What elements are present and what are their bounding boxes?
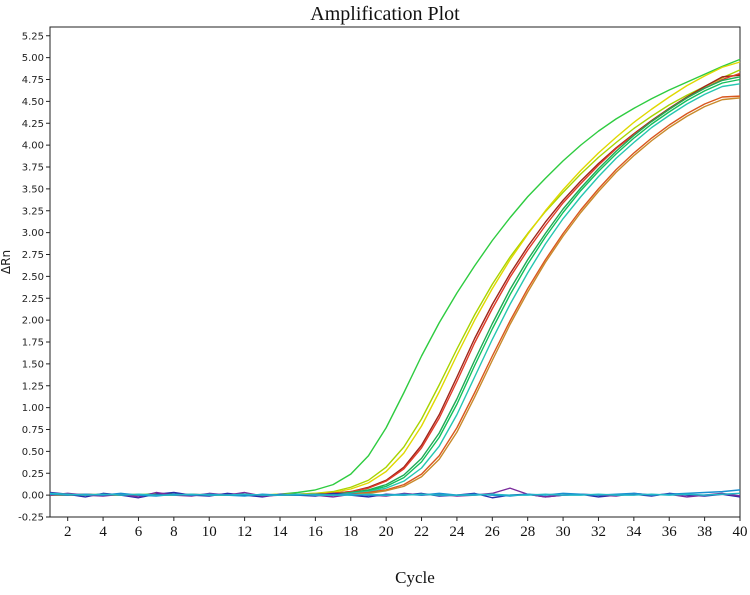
- y-tick-label: 5.25: [22, 31, 44, 42]
- x-tick-label: 38: [697, 524, 712, 540]
- x-tick-label: 36: [662, 524, 678, 540]
- y-tick-label: 0.00: [22, 491, 44, 502]
- x-tick-label: 12: [237, 524, 252, 540]
- y-tick-label: 1.75: [22, 338, 44, 349]
- y-tick-label: 4.50: [22, 97, 44, 108]
- y-tick-label: 4.75: [22, 75, 44, 86]
- y-tick-label: 4.00: [22, 141, 44, 152]
- x-tick-label: 20: [379, 524, 394, 540]
- x-tick-label: 24: [449, 524, 465, 540]
- x-tick-label: 16: [308, 524, 324, 540]
- y-tick-label: 1.00: [22, 403, 44, 414]
- series-layer: [49, 58, 741, 499]
- y-tick-label: 0.75: [22, 425, 44, 436]
- x-axis-ticks: 2 4 6 8 10 12 14 16 18 20 22 24 26 28 30 32 34 36 38 40: [64, 517, 748, 540]
- y-tick-label: 3.00: [22, 228, 44, 239]
- y-axis-ticks: -0.25 0.00 0.25 0.50 0.75 1.00 1.25 1.50 1.75 2.0…: [18, 31, 50, 524]
- x-tick-label: 26: [485, 524, 501, 540]
- y-tick-label: -0.25: [18, 513, 44, 524]
- x-tick-label: 10: [202, 524, 217, 540]
- x-tick-label: 2: [64, 524, 72, 540]
- plot-area-frame: [49, 26, 741, 518]
- y-tick-label: 3.50: [22, 184, 44, 195]
- x-tick-label: 18: [343, 524, 358, 540]
- x-axis-label: Cycle: [395, 568, 435, 587]
- y-tick-label: 2.50: [22, 272, 44, 283]
- y-tick-label: 2.75: [22, 250, 44, 261]
- x-tick-label: 4: [99, 524, 107, 540]
- y-tick-label: 2.25: [22, 294, 44, 305]
- y-tick-label: 4.25: [22, 119, 44, 130]
- y-tick-label: 1.25: [22, 381, 44, 392]
- y-axis-label: ΔRn: [0, 250, 13, 274]
- x-tick-label: 8: [170, 524, 178, 540]
- y-tick-label: 0.50: [22, 447, 44, 458]
- series-line-14: [49, 492, 741, 496]
- x-tick-label: 14: [273, 524, 289, 540]
- x-tick-label: 32: [591, 524, 606, 540]
- y-tick-label: 0.25: [22, 469, 44, 480]
- x-tick-label: 30: [556, 524, 571, 540]
- x-tick-label: 40: [733, 524, 748, 540]
- y-tick-label: 3.75: [22, 163, 44, 174]
- chart-title: Amplification Plot: [310, 3, 460, 25]
- y-tick-label: 2.00: [22, 316, 44, 327]
- y-tick-label: 5.00: [22, 53, 44, 64]
- y-tick-label: 3.25: [22, 206, 44, 217]
- x-tick-label: 34: [626, 524, 642, 540]
- x-tick-label: 6: [135, 524, 143, 540]
- x-tick-label: 28: [520, 524, 535, 540]
- x-tick-label: 22: [414, 524, 429, 540]
- y-tick-label: 1.50: [22, 359, 44, 370]
